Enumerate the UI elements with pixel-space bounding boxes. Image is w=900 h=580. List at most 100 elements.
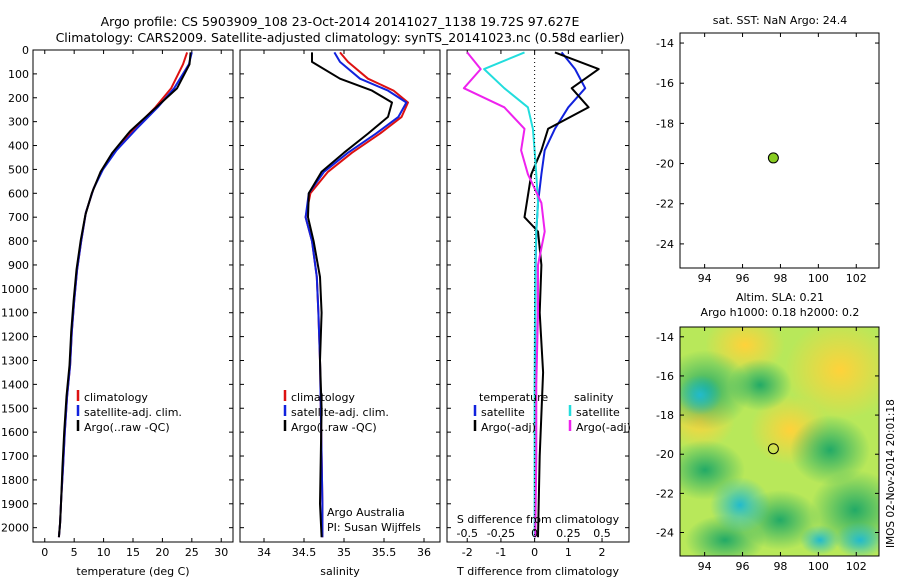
salinity-frame: [239, 49, 441, 543]
depth-tick-label: 800: [8, 235, 29, 248]
salinity-legend-label: climatology: [291, 391, 355, 404]
map_sst-ytick-label: -16: [656, 77, 674, 90]
sla-heatmap-blob: [800, 525, 840, 555]
figure-title-line1: Argo profile: CS 5903909_108 23-Oct-2014…: [101, 14, 580, 29]
depth-tick-label: 1500: [1, 402, 29, 415]
depth-tick-label: 1000: [1, 283, 29, 296]
temperature-xtick-label: 10: [97, 546, 111, 559]
temperature-xlabel: temperature (deg C): [76, 565, 189, 578]
temperature-xtick-label: 5: [71, 546, 78, 559]
difference-series-line: [534, 51, 587, 538]
map_sla-xtick-label: 100: [808, 560, 829, 573]
map_sla-ytick-label: -16: [656, 370, 674, 383]
map_sla-ytick-label: -14: [656, 331, 674, 344]
depth-tick-label: 600: [8, 187, 29, 200]
panel-salinity: 34 34.5 35 35.5 36 salinity climatology satelli…: [239, 49, 441, 578]
temperature-legend-label: climatology: [84, 391, 148, 404]
map_sst-ytick-label: -18: [656, 117, 674, 130]
salinity-legend-label: satellite-adj. clim.: [291, 406, 389, 419]
depth-tick-label: 300: [8, 116, 29, 129]
salinity-legend-label: Argo(..raw -QC): [291, 421, 377, 434]
salinity-xtick-label: 35: [337, 546, 351, 559]
difference-legend-label: salinity: [574, 391, 614, 404]
map_sla-xtick-label: 94: [698, 560, 712, 573]
difference-xlabel-salinity: S difference from climatology: [457, 513, 620, 526]
map_sst-xtick-label: 102: [846, 272, 867, 285]
depth-tick-label: 1400: [1, 378, 29, 391]
depth-tick-label: 400: [8, 140, 29, 153]
salinity-xtick-label: 34.5: [292, 546, 317, 559]
temperature-series-line: [57, 52, 193, 538]
difference-legend-label: Argo(-adj): [576, 421, 631, 434]
depth-tick-label: 700: [8, 211, 29, 224]
map_sst-xtick-label: 98: [773, 272, 787, 285]
depth-tick-label: 1900: [1, 498, 29, 511]
depth-tick-label: 1800: [1, 474, 29, 487]
salinity-xtick-label: 34: [257, 546, 271, 559]
map_sla-xtick-label: 96: [736, 560, 750, 573]
depth-tick-label: 200: [8, 92, 29, 105]
temperature-xtick-label: 15: [126, 546, 140, 559]
sla-heatmap-blob: [710, 477, 770, 533]
salinity-xtick-label: 36: [417, 546, 431, 559]
temperature-xtick-label: 25: [185, 546, 199, 559]
difference-frame: [446, 49, 630, 543]
side-timestamp-label: IMOS 02-Nov-2014 20:01:18: [885, 399, 897, 548]
temperature-xtick-label: 20: [155, 546, 169, 559]
difference-xtick-label: 2: [599, 546, 606, 559]
temperature-series-line: [57, 52, 192, 538]
temperature-xtick-label: 0: [41, 546, 48, 559]
map_sst-xtick-label: 96: [736, 272, 750, 285]
map_sst-ytick-label: -24: [656, 238, 674, 251]
panel-difference: -2 -1 0 1 2 T difference from climatology S di…: [446, 49, 631, 578]
sla-heatmap-blob: [680, 375, 722, 415]
difference-legend-label: satellite: [481, 406, 525, 419]
map-sla-title-line: Argo h1000: 0.18 h2000: 0.2: [701, 306, 860, 319]
difference-s-tick-label: 0.5: [593, 527, 611, 540]
figure-title-line2: Climatology: CARS2009. Satellite-adjuste…: [56, 30, 625, 45]
depth-tick-label: 1100: [1, 307, 29, 320]
map_sla-ytick-label: -22: [656, 487, 674, 500]
difference-s-tick-label: -0.25: [487, 527, 515, 540]
depth-tick-label: 900: [8, 259, 29, 272]
sla-heatmap-field: [680, 327, 879, 556]
depth-tick-label: 500: [8, 163, 29, 176]
salinity-series-line: [307, 52, 393, 538]
difference-s-tick-label: 0.25: [556, 527, 581, 540]
salinity-xtick-label: 35.5: [372, 546, 397, 559]
argo-position-marker: [767, 443, 779, 455]
depth-tick-label: 1700: [1, 450, 29, 463]
map_sla-ytick-label: -18: [656, 409, 674, 422]
map_sla-xtick-label: 102: [846, 560, 867, 573]
difference-xlabel: T difference from climatology: [456, 565, 619, 578]
difference-s-tick-label: 0: [531, 527, 538, 540]
difference-s-tick-label: -0.5: [456, 527, 477, 540]
depth-tick-label: 1600: [1, 426, 29, 439]
argo-position-marker: [767, 152, 779, 164]
map-sla-title-line: Altim. SLA: 0.21: [736, 291, 824, 304]
difference-legend-label: satellite: [576, 406, 620, 419]
difference-series-line: [483, 51, 539, 538]
difference-xtick-label: -2: [462, 546, 473, 559]
difference-legend-label: temperature: [479, 391, 548, 404]
map_sst-ytick-label: -20: [656, 158, 674, 171]
map_sst-frame: [679, 32, 880, 269]
temperature-legend-label: satellite-adj. clim.: [84, 406, 182, 419]
map_sla-xtick-label: 98: [773, 560, 787, 573]
map_sla-ytick-label: -24: [656, 527, 674, 540]
temperature-series-line: [57, 52, 189, 538]
difference-series-line: [523, 51, 600, 538]
panel-map_sst: 94 96 98 100 102 -14 -16 -18 -20 -22 -24 sat. SST: …: [656, 14, 880, 285]
difference-series-line: [462, 51, 546, 538]
map_sla-ytick-label: -20: [656, 448, 674, 461]
difference-legend-label: Argo(-adj): [481, 421, 536, 434]
map_sst-xtick-label: 94: [698, 272, 712, 285]
map_sst-ytick-label: -14: [656, 37, 674, 50]
sla-heatmap-blob: [785, 327, 879, 420]
temperature-legend-label: Argo(..raw -QC): [84, 421, 170, 434]
depth-tick-label: 1200: [1, 331, 29, 344]
annotation-line: PI: Susan Wijffels: [327, 521, 421, 534]
depth-tick-label: 2000: [1, 522, 29, 535]
sla-heatmap-blob: [835, 522, 879, 556]
difference-xtick-label: -1: [495, 546, 506, 559]
